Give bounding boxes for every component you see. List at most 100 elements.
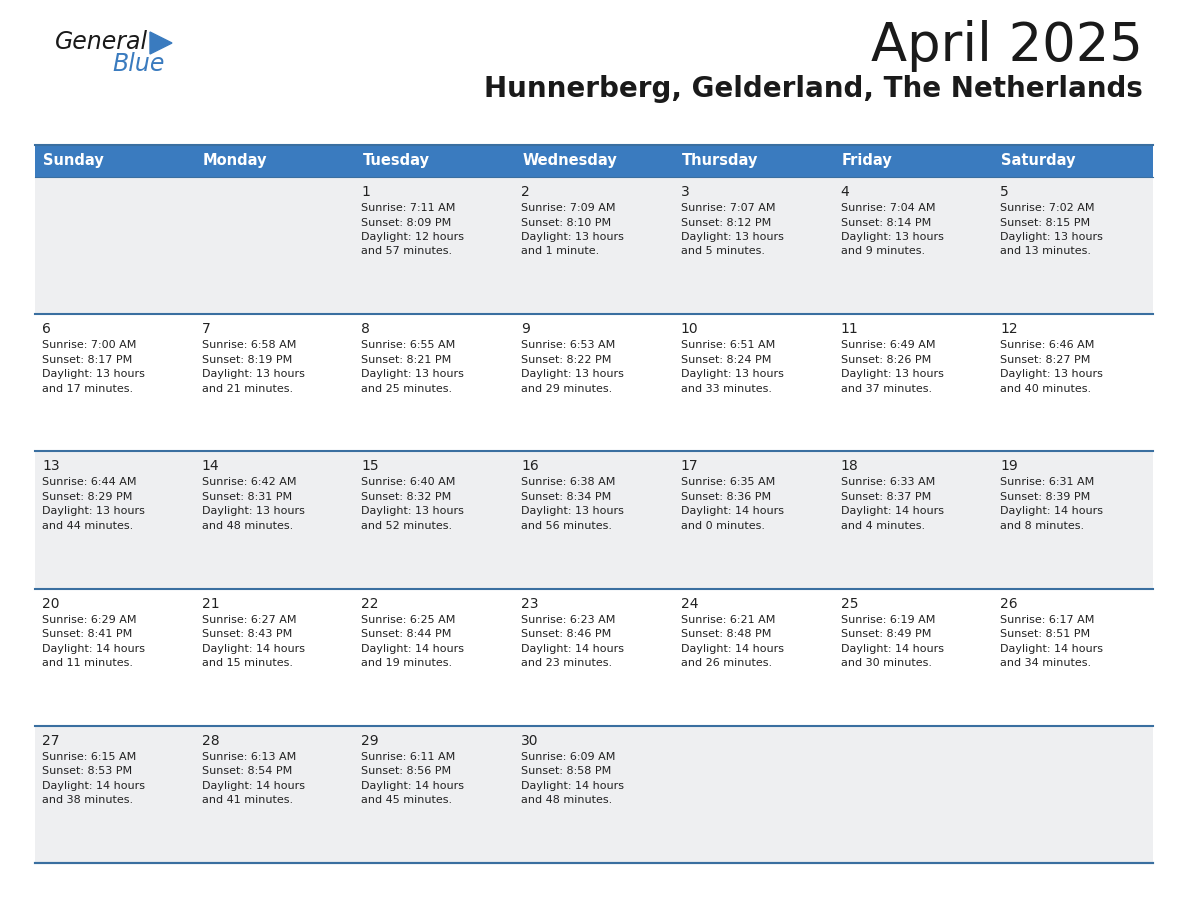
- Text: 13: 13: [42, 459, 59, 474]
- Text: Sunset: 8:24 PM: Sunset: 8:24 PM: [681, 354, 771, 364]
- Text: Sunset: 8:26 PM: Sunset: 8:26 PM: [841, 354, 931, 364]
- Text: and 40 minutes.: and 40 minutes.: [1000, 384, 1092, 394]
- Text: Sunrise: 6:17 AM: Sunrise: 6:17 AM: [1000, 614, 1094, 624]
- Text: Sunset: 8:10 PM: Sunset: 8:10 PM: [522, 218, 612, 228]
- Text: 10: 10: [681, 322, 699, 336]
- Text: Daylight: 14 hours: Daylight: 14 hours: [361, 781, 465, 790]
- Text: Sunrise: 6:55 AM: Sunrise: 6:55 AM: [361, 341, 456, 350]
- Text: and 13 minutes.: and 13 minutes.: [1000, 247, 1092, 256]
- Text: Sunset: 8:09 PM: Sunset: 8:09 PM: [361, 218, 451, 228]
- Text: and 17 minutes.: and 17 minutes.: [42, 384, 133, 394]
- Text: Sunrise: 6:09 AM: Sunrise: 6:09 AM: [522, 752, 615, 762]
- Text: Daylight: 13 hours: Daylight: 13 hours: [1000, 232, 1104, 242]
- Text: and 34 minutes.: and 34 minutes.: [1000, 658, 1092, 668]
- Text: Sunrise: 7:09 AM: Sunrise: 7:09 AM: [522, 203, 615, 213]
- Text: Sunrise: 6:51 AM: Sunrise: 6:51 AM: [681, 341, 775, 350]
- Text: April 2025: April 2025: [871, 20, 1143, 72]
- Text: 5: 5: [1000, 185, 1009, 199]
- Text: Sunset: 8:31 PM: Sunset: 8:31 PM: [202, 492, 292, 502]
- Text: Daylight: 13 hours: Daylight: 13 hours: [202, 507, 304, 517]
- Text: Sunrise: 6:33 AM: Sunrise: 6:33 AM: [841, 477, 935, 487]
- Text: and 48 minutes.: and 48 minutes.: [522, 795, 612, 805]
- Text: Daylight: 13 hours: Daylight: 13 hours: [522, 369, 624, 379]
- Text: Sunrise: 6:46 AM: Sunrise: 6:46 AM: [1000, 341, 1094, 350]
- Text: Sunset: 8:12 PM: Sunset: 8:12 PM: [681, 218, 771, 228]
- Text: and 4 minutes.: and 4 minutes.: [841, 521, 924, 531]
- Text: 26: 26: [1000, 597, 1018, 610]
- Text: Saturday: Saturday: [1001, 153, 1076, 169]
- Text: Daylight: 13 hours: Daylight: 13 hours: [681, 232, 784, 242]
- Text: Sunset: 8:54 PM: Sunset: 8:54 PM: [202, 767, 292, 777]
- Text: and 26 minutes.: and 26 minutes.: [681, 658, 772, 668]
- Text: and 0 minutes.: and 0 minutes.: [681, 521, 765, 531]
- Text: 24: 24: [681, 597, 699, 610]
- Text: 14: 14: [202, 459, 220, 474]
- Text: 20: 20: [42, 597, 59, 610]
- Text: 23: 23: [522, 597, 538, 610]
- Text: 18: 18: [841, 459, 858, 474]
- Text: Daylight: 14 hours: Daylight: 14 hours: [522, 644, 624, 654]
- Text: Daylight: 13 hours: Daylight: 13 hours: [42, 369, 145, 379]
- Text: Daylight: 14 hours: Daylight: 14 hours: [361, 644, 465, 654]
- Bar: [834, 145, 993, 177]
- Text: Sunrise: 7:04 AM: Sunrise: 7:04 AM: [841, 203, 935, 213]
- Text: Sunset: 8:27 PM: Sunset: 8:27 PM: [1000, 354, 1091, 364]
- Text: Sunrise: 6:53 AM: Sunrise: 6:53 AM: [522, 341, 615, 350]
- Text: and 52 minutes.: and 52 minutes.: [361, 521, 453, 531]
- Text: Sunset: 8:37 PM: Sunset: 8:37 PM: [841, 492, 931, 502]
- Text: 2: 2: [522, 185, 530, 199]
- Bar: [674, 145, 834, 177]
- Text: and 8 minutes.: and 8 minutes.: [1000, 521, 1085, 531]
- Text: 25: 25: [841, 597, 858, 610]
- Text: Daylight: 13 hours: Daylight: 13 hours: [522, 507, 624, 517]
- Text: Sunrise: 7:00 AM: Sunrise: 7:00 AM: [42, 341, 137, 350]
- Text: Sunset: 8:48 PM: Sunset: 8:48 PM: [681, 629, 771, 639]
- Text: 19: 19: [1000, 459, 1018, 474]
- Bar: [34, 177, 1154, 314]
- Text: and 48 minutes.: and 48 minutes.: [202, 521, 293, 531]
- Text: Sunrise: 7:11 AM: Sunrise: 7:11 AM: [361, 203, 456, 213]
- Text: 17: 17: [681, 459, 699, 474]
- Text: Daylight: 13 hours: Daylight: 13 hours: [681, 369, 784, 379]
- Text: Daylight: 14 hours: Daylight: 14 hours: [522, 781, 624, 790]
- Text: 6: 6: [42, 322, 51, 336]
- Text: Daylight: 14 hours: Daylight: 14 hours: [841, 507, 943, 517]
- Text: Sunrise: 6:13 AM: Sunrise: 6:13 AM: [202, 752, 296, 762]
- Text: Daylight: 13 hours: Daylight: 13 hours: [202, 369, 304, 379]
- Text: 16: 16: [522, 459, 539, 474]
- Text: Sunset: 8:58 PM: Sunset: 8:58 PM: [522, 767, 612, 777]
- Text: and 19 minutes.: and 19 minutes.: [361, 658, 453, 668]
- Text: 7: 7: [202, 322, 210, 336]
- Bar: [195, 145, 354, 177]
- Text: 21: 21: [202, 597, 220, 610]
- Text: Sunrise: 6:35 AM: Sunrise: 6:35 AM: [681, 477, 775, 487]
- Text: Sunrise: 6:31 AM: Sunrise: 6:31 AM: [1000, 477, 1094, 487]
- Text: and 45 minutes.: and 45 minutes.: [361, 795, 453, 805]
- Text: Sunrise: 6:29 AM: Sunrise: 6:29 AM: [42, 614, 137, 624]
- Text: and 15 minutes.: and 15 minutes.: [202, 658, 292, 668]
- Text: Daylight: 13 hours: Daylight: 13 hours: [361, 369, 465, 379]
- Text: Daylight: 13 hours: Daylight: 13 hours: [361, 507, 465, 517]
- Text: Sunset: 8:41 PM: Sunset: 8:41 PM: [42, 629, 132, 639]
- Text: and 38 minutes.: and 38 minutes.: [42, 795, 133, 805]
- Text: 27: 27: [42, 733, 59, 748]
- Text: Sunrise: 7:02 AM: Sunrise: 7:02 AM: [1000, 203, 1095, 213]
- Text: General: General: [55, 30, 148, 54]
- Text: Sunrise: 6:42 AM: Sunrise: 6:42 AM: [202, 477, 296, 487]
- Bar: [34, 452, 1154, 588]
- Text: Sunset: 8:17 PM: Sunset: 8:17 PM: [42, 354, 132, 364]
- Text: Sunset: 8:39 PM: Sunset: 8:39 PM: [1000, 492, 1091, 502]
- Text: Sunset: 8:21 PM: Sunset: 8:21 PM: [361, 354, 451, 364]
- Text: Daylight: 13 hours: Daylight: 13 hours: [841, 232, 943, 242]
- Text: Blue: Blue: [112, 52, 164, 76]
- Text: Daylight: 14 hours: Daylight: 14 hours: [42, 644, 145, 654]
- Text: Tuesday: Tuesday: [362, 153, 429, 169]
- Text: 30: 30: [522, 733, 538, 748]
- Text: Sunday: Sunday: [43, 153, 103, 169]
- Bar: [34, 314, 1154, 452]
- Text: Daylight: 14 hours: Daylight: 14 hours: [681, 644, 784, 654]
- Text: and 44 minutes.: and 44 minutes.: [42, 521, 133, 531]
- Bar: [34, 588, 1154, 726]
- Text: Sunset: 8:51 PM: Sunset: 8:51 PM: [1000, 629, 1091, 639]
- Text: and 1 minute.: and 1 minute.: [522, 247, 600, 256]
